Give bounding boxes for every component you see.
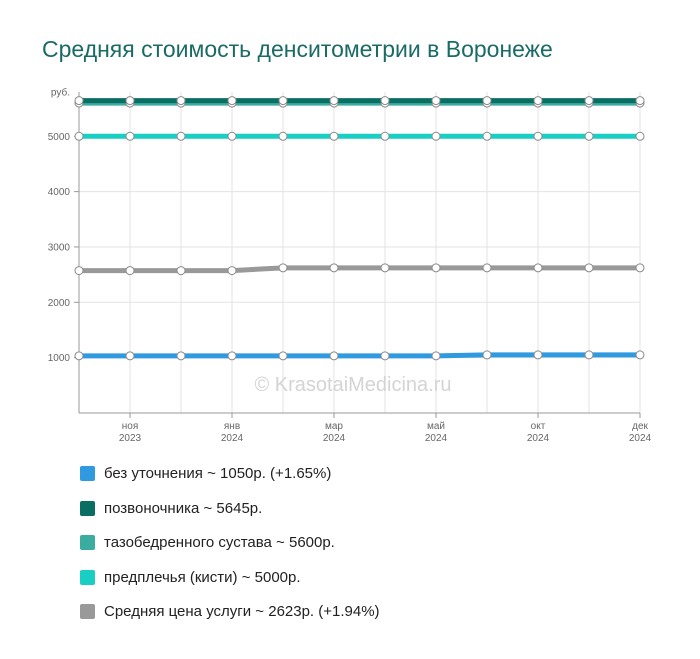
x-tick-label-year: 2024 [527, 433, 550, 444]
data-point [125, 96, 135, 106]
data-point [125, 351, 135, 361]
data-point [482, 131, 492, 141]
legend-item: предплечья (кисти) ~ 5000р. [80, 566, 380, 589]
legend-item: тазобедренного сустава ~ 5600р. [80, 531, 380, 554]
data-point [176, 131, 186, 141]
legend-label: позвоночника ~ 5645р. [104, 499, 263, 517]
data-point [584, 96, 594, 106]
data-point [533, 263, 543, 273]
data-point [74, 96, 84, 106]
data-point [380, 351, 390, 361]
series-line [76, 265, 643, 274]
legend-item: позвоночника ~ 5645р. [80, 497, 380, 520]
legend-item: без уточнения ~ 1050р. (+1.65%) [80, 462, 380, 485]
data-point [278, 263, 288, 273]
y-tick-label: 2000 [48, 298, 71, 309]
grid [78, 92, 641, 413]
legend-label: тазобедренного сустава ~ 5600р. [104, 534, 335, 551]
chart-title: Средняя стоимость денситометрии в Вороне… [42, 36, 553, 62]
x-tick-label-month: дек [632, 421, 648, 432]
legend-swatch [80, 466, 95, 481]
legend-swatch [80, 569, 95, 585]
data-point [176, 351, 186, 361]
x-tick-label-month: ноя [122, 421, 139, 432]
data-point [635, 350, 645, 360]
data-point [482, 96, 492, 106]
data-point [329, 351, 339, 361]
data-point [431, 351, 441, 361]
data-point [431, 96, 441, 106]
data-point [533, 96, 543, 106]
series-line [76, 352, 643, 359]
x-tick-label-year: 2024 [221, 433, 244, 444]
x-tick-label-year: 2024 [425, 433, 448, 444]
y-axis-label: руб. [51, 87, 70, 99]
x-tick-label-month: янв [224, 421, 240, 432]
data-point [635, 96, 645, 106]
data-point [278, 96, 288, 106]
data-point [329, 263, 339, 273]
y-tick-label: 3000 [48, 242, 71, 253]
data-point [176, 96, 186, 106]
data-point [74, 131, 84, 141]
data-point [635, 131, 645, 141]
data-point [635, 263, 645, 273]
data-point [380, 96, 390, 106]
x-tick-label-month: окт [531, 421, 546, 432]
legend-swatch [80, 604, 95, 619]
data-point [227, 131, 237, 141]
x-tick-label-year: 2023 [119, 433, 142, 444]
data-point [74, 351, 84, 361]
data-point [431, 131, 441, 141]
legend-label: без уточнения ~ 1050р. (+1.65%) [104, 465, 332, 482]
data-point [584, 350, 594, 360]
data-point [329, 96, 339, 106]
data-point [533, 350, 543, 360]
data-point [584, 131, 594, 141]
data-point [380, 131, 390, 141]
data-point [431, 263, 441, 273]
legend-label: Средняя цена услуги ~ 2623р. (+1.94%) [104, 603, 380, 620]
data-point [482, 350, 492, 360]
x-tick-label-year: 2024 [629, 433, 652, 444]
data-point [278, 351, 288, 361]
data-point [227, 351, 237, 361]
series [74, 96, 645, 361]
data-point [227, 266, 237, 276]
data-point [176, 266, 186, 276]
axes: 10002000300040005000руб.ноя2023янв2024ма… [48, 87, 652, 445]
y-tick-label: 1000 [48, 353, 71, 364]
legend-swatch [80, 535, 95, 550]
data-point [125, 131, 135, 141]
y-tick-label: 4000 [48, 187, 71, 198]
legend-label: предплечья (кисти) ~ 5000р. [104, 568, 301, 586]
data-point [482, 263, 492, 273]
x-tick-label-year: 2024 [323, 433, 346, 444]
data-point [278, 131, 288, 141]
data-point [125, 266, 135, 276]
x-tick-label-month: май [427, 421, 445, 432]
data-point [74, 266, 84, 276]
legend-swatch [80, 500, 95, 516]
data-point [227, 96, 237, 106]
data-point [329, 131, 339, 141]
watermark: © KrasotaiMedicina.ru [254, 374, 451, 396]
data-point [380, 263, 390, 273]
y-tick-label: 5000 [48, 132, 71, 143]
x-tick-label-month: мар [325, 421, 343, 432]
legend-item: Средняя цена услуги ~ 2623р. (+1.94%) [80, 600, 380, 623]
data-point [533, 131, 543, 141]
legend: без уточнения ~ 1050р. (+1.65%) позвоночн… [80, 462, 380, 635]
data-point [584, 263, 594, 273]
